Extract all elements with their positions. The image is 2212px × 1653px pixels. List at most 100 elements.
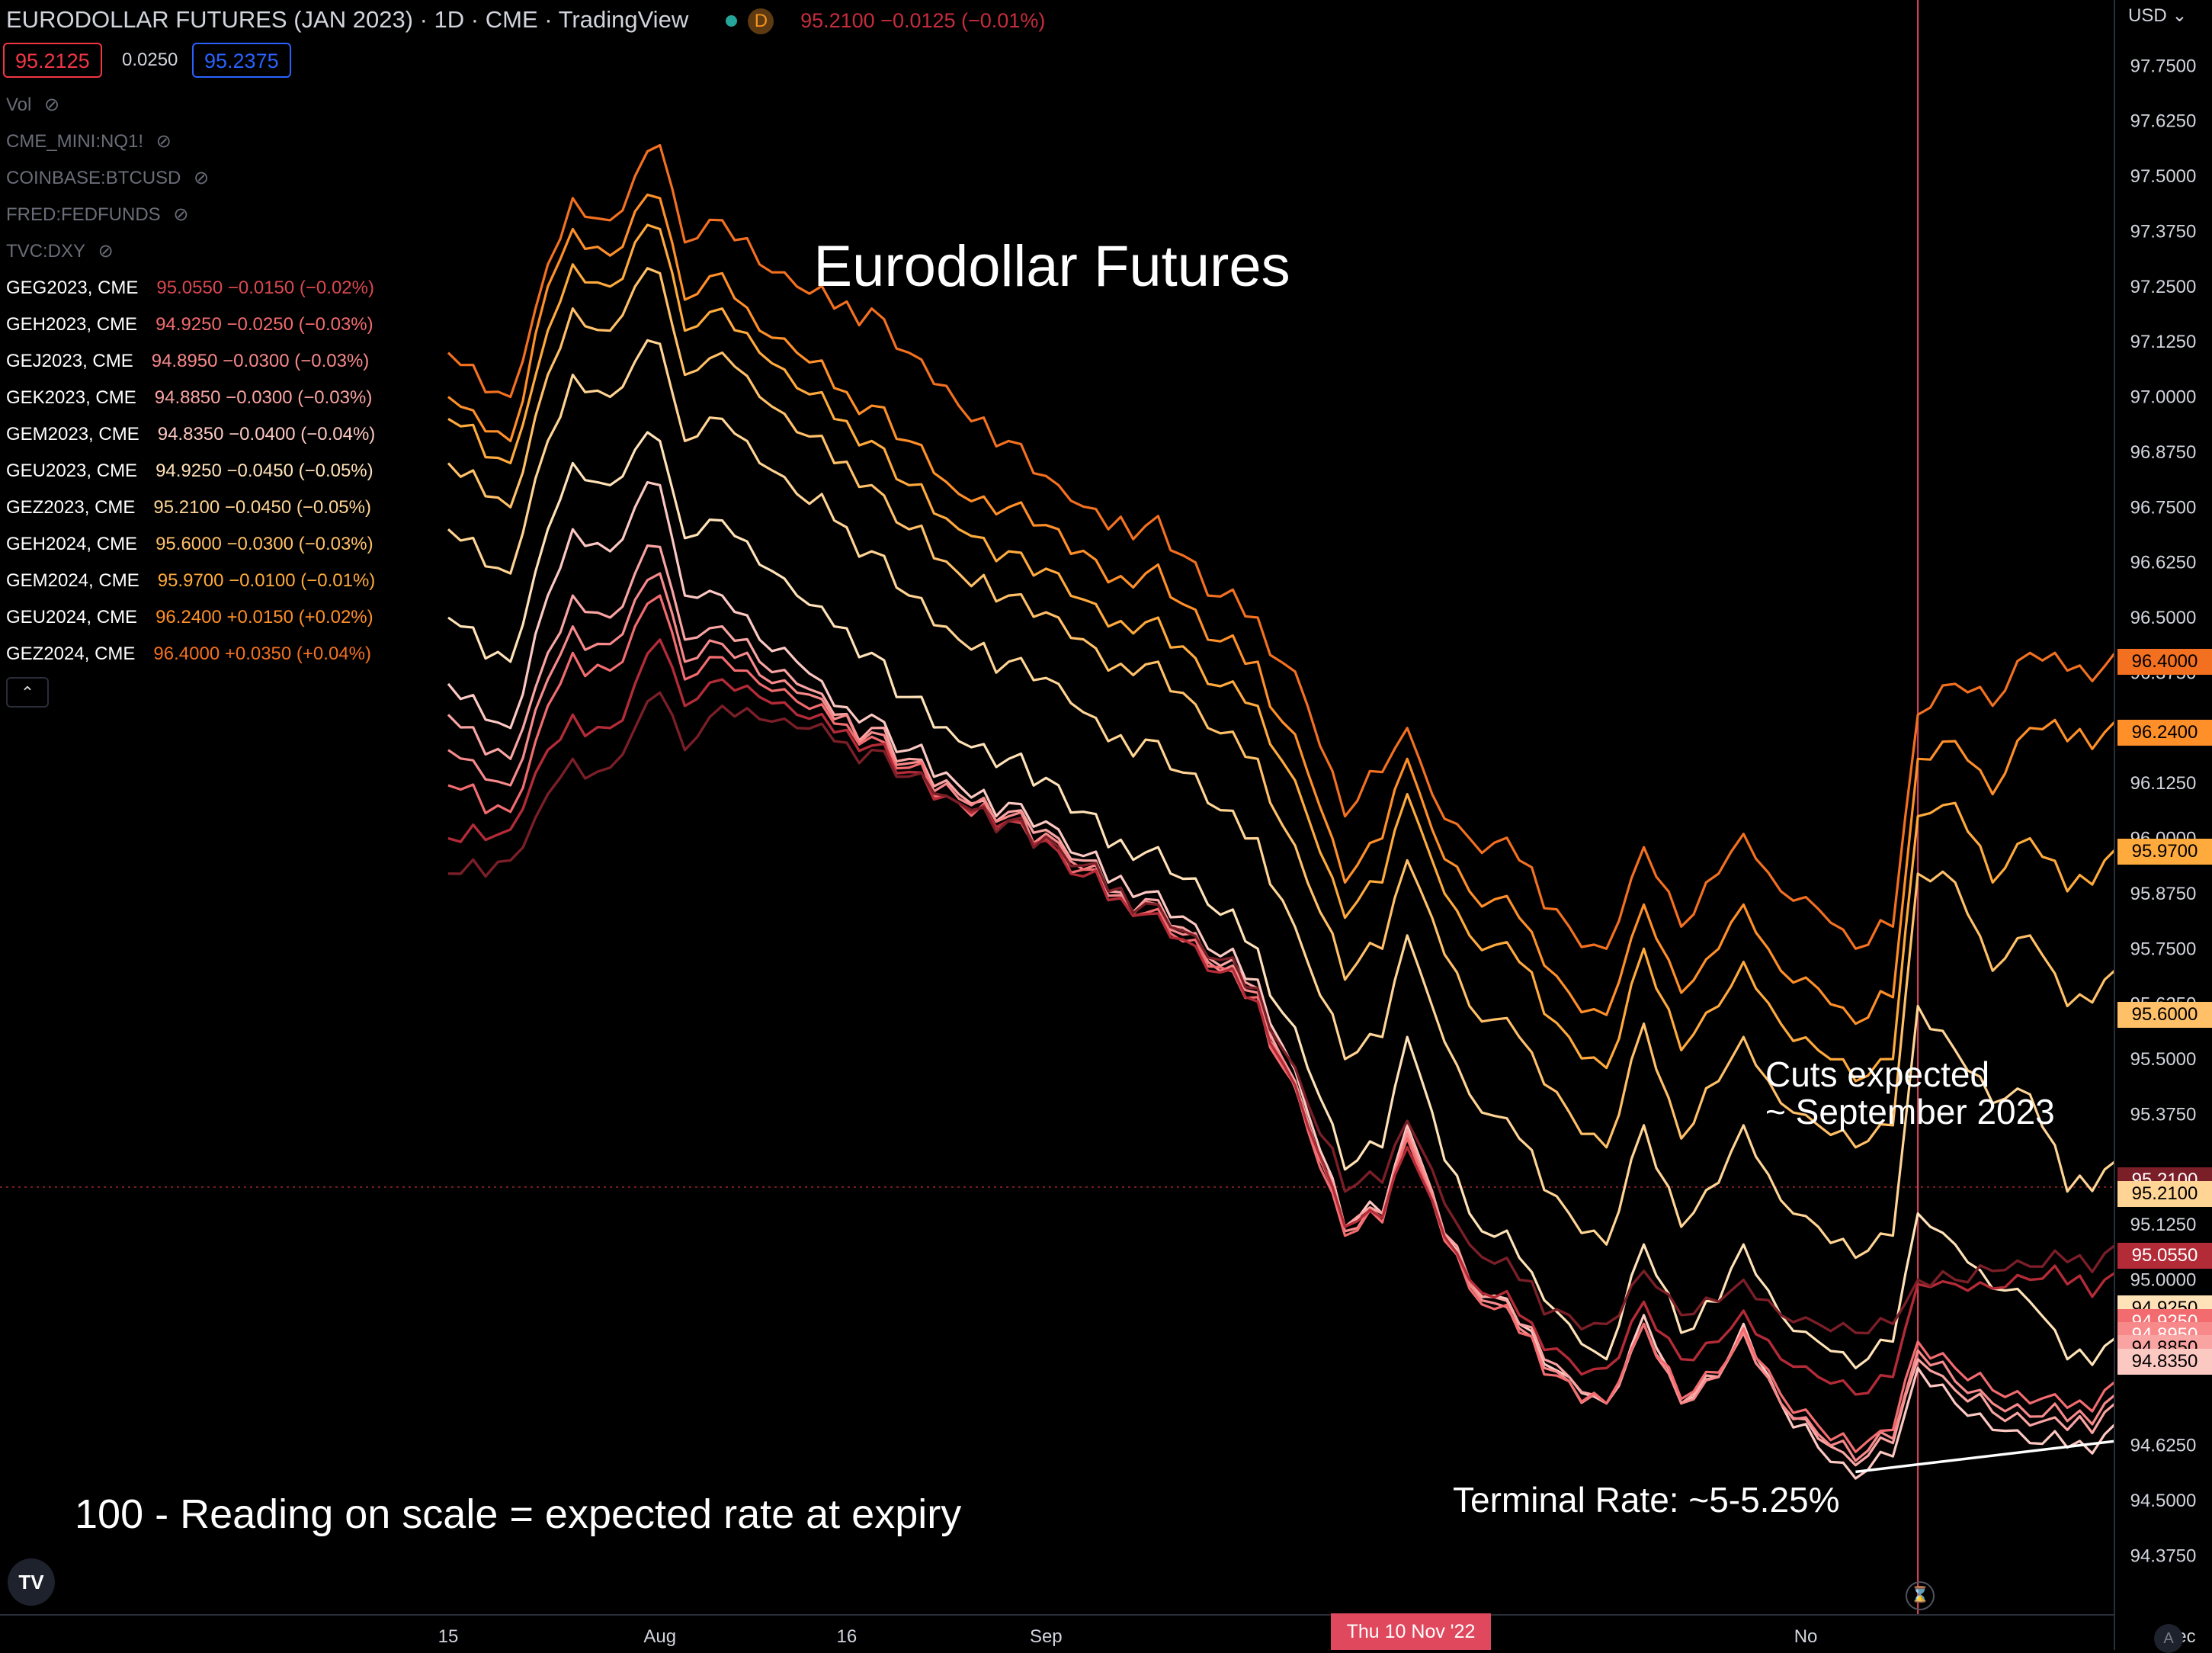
legend-row[interactable]: GEM2024, CME 95.9700 −0.0100 (−0.01%) bbox=[6, 566, 375, 596]
series-line-gej2023 bbox=[447, 572, 2212, 1462]
hidden-indicator[interactable]: TVC:DXY ⊘ bbox=[6, 236, 114, 267]
annotation-september[interactable]: ~ September 2023 bbox=[1765, 1092, 2055, 1131]
series-line-gez2024 bbox=[447, 143, 2212, 950]
crosshair-date-label: Thu 10 Nov '22 bbox=[1331, 1613, 1491, 1650]
buy-price-button[interactable]: 95.2375 bbox=[192, 43, 291, 78]
y-tick-label: 95.7500 bbox=[2130, 939, 2197, 959]
eye-off-icon[interactable]: ⊘ bbox=[93, 241, 114, 262]
legend-row[interactable]: GEU2024, CME 96.2400 +0.0150 (+0.02%) bbox=[6, 602, 373, 633]
legend-series-name: GEU2023, CME bbox=[6, 461, 138, 481]
annotation-cuts-expected[interactable]: Cuts expected bbox=[1765, 1054, 1989, 1094]
y-tick-label: 97.2500 bbox=[2130, 277, 2197, 297]
hidden-indicator[interactable]: CME_MINI:NQ1! ⊘ bbox=[6, 127, 172, 157]
y-tick-label: 97.6250 bbox=[2130, 111, 2197, 132]
indicator-name: Vol bbox=[6, 95, 32, 115]
series-line-gef2023 bbox=[447, 691, 2212, 1335]
legend-series-value: 94.8850 −0.0300 (−0.03%) bbox=[154, 387, 373, 408]
delayed-badge[interactable]: D bbox=[748, 8, 774, 34]
legend-series-value: 95.6000 −0.0300 (−0.03%) bbox=[155, 534, 373, 554]
y-tick-label: 95.5000 bbox=[2130, 1049, 2197, 1070]
y-tick-label: 97.3750 bbox=[2130, 221, 2197, 242]
series-line-gem2024 bbox=[447, 223, 2212, 1083]
indicator-name: FRED:FEDFUNDS bbox=[6, 204, 161, 225]
collapse-legend-button[interactable]: ⌃ bbox=[6, 677, 49, 708]
x-tick-label: No bbox=[1794, 1626, 1818, 1647]
legend-series-name: GEM2024, CME bbox=[6, 570, 139, 591]
y-tick-label: 97.0000 bbox=[2130, 387, 2197, 408]
hidden-indicator[interactable]: FRED:FEDFUNDS ⊘ bbox=[6, 200, 188, 230]
y-tick-label: 96.6250 bbox=[2130, 553, 2197, 573]
legend-row[interactable]: GEM2023, CME 94.8350 −0.0400 (−0.04%) bbox=[6, 419, 375, 450]
chevron-up-icon: ⌃ bbox=[20, 683, 35, 702]
currency-selector[interactable]: USD ⌄ bbox=[2128, 5, 2187, 27]
legend-series-name: GEG2023, CME bbox=[6, 278, 139, 298]
hidden-indicator[interactable]: COINBASE:BTCUSD ⊘ bbox=[6, 163, 209, 194]
price-tag: 95.2100 bbox=[2117, 1180, 2212, 1207]
y-tick-label: 97.7500 bbox=[2130, 56, 2197, 76]
price-tag: 95.6000 bbox=[2117, 1002, 2212, 1029]
legend-row[interactable]: GEK2023, CME 94.8850 −0.0300 (−0.03%) bbox=[6, 383, 372, 413]
sell-price-button[interactable]: 95.2125 bbox=[3, 43, 102, 78]
spread-value: 0.0250 bbox=[122, 50, 178, 70]
y-tick-label: 95.0000 bbox=[2130, 1270, 2197, 1291]
series-line-geu2023 bbox=[447, 431, 2212, 1369]
eye-off-icon[interactable]: ⊘ bbox=[168, 204, 189, 225]
y-tick-label: 96.5000 bbox=[2130, 608, 2197, 628]
legend-row[interactable]: GEG2023, CME 95.0550 −0.0150 (−0.02%) bbox=[6, 273, 374, 303]
tradingview-logo[interactable]: TV bbox=[8, 1558, 55, 1606]
legend-series-name: GEM2023, CME bbox=[6, 424, 139, 445]
annotation-terminal-rate[interactable]: Terminal Rate: ~5-5.25% bbox=[1453, 1480, 1840, 1520]
chevron-down-icon: ⌄ bbox=[2172, 5, 2188, 26]
series-line-geu2024 bbox=[447, 193, 2212, 1026]
y-tick-label: 96.1250 bbox=[2130, 773, 2197, 794]
indicator-name: CME_MINI:NQ1! bbox=[6, 131, 144, 152]
legend-row[interactable]: GEH2023, CME 94.9250 −0.0250 (−0.03%) bbox=[6, 310, 373, 340]
chart-header: EURODOLLAR FUTURES (JAN 2023) · 1D · CME… bbox=[6, 6, 1045, 34]
indicator-name: TVC:DXY bbox=[6, 241, 86, 262]
hourglass-icon[interactable]: ⌛ bbox=[1906, 1581, 1935, 1610]
annotation-scale-note[interactable]: 100 - Reading on scale = expected rate a… bbox=[75, 1491, 961, 1537]
header-quote: 95.2100 −0.0125 (−0.01%) bbox=[800, 9, 1046, 32]
symbol-title[interactable]: EURODOLLAR FUTURES (JAN 2023) · 1D · CME… bbox=[6, 6, 689, 33]
legend-series-value: 95.0550 −0.0150 (−0.02%) bbox=[156, 278, 374, 298]
y-tick-label: 96.8750 bbox=[2130, 442, 2197, 463]
legend-row[interactable]: GEZ2023, CME 95.2100 −0.0450 (−0.05%) bbox=[6, 493, 371, 523]
legend-series-value: 95.9700 −0.0100 (−0.01%) bbox=[157, 570, 376, 591]
legend-series-value: 94.8350 −0.0400 (−0.04%) bbox=[157, 424, 376, 445]
hidden-indicator[interactable]: Vol ⊘ bbox=[6, 90, 59, 120]
eye-off-icon[interactable]: ⊘ bbox=[151, 131, 172, 152]
legend-series-value: 94.9250 −0.0450 (−0.05%) bbox=[155, 461, 373, 481]
x-tick-label: 16 bbox=[837, 1626, 858, 1647]
y-tick-label: 96.7500 bbox=[2130, 497, 2197, 518]
legend-series-value: 94.9250 −0.0250 (−0.03%) bbox=[155, 314, 373, 335]
price-tag: 96.2400 bbox=[2117, 719, 2212, 746]
legend-row[interactable]: GEU2023, CME 94.9250 −0.0450 (−0.05%) bbox=[6, 456, 373, 486]
price-tag: 95.0550 bbox=[2117, 1242, 2212, 1269]
series-line-gez2023 bbox=[447, 339, 2212, 1260]
legend-series-value: 95.2100 −0.0450 (−0.05%) bbox=[153, 497, 371, 518]
terminal-rate-trendline[interactable] bbox=[1855, 1379, 2212, 1474]
series-line-gek2023 bbox=[447, 544, 2212, 1467]
x-tick-label: 15 bbox=[438, 1626, 459, 1647]
eye-off-icon[interactable]: ⊘ bbox=[39, 95, 60, 115]
y-tick-label: 97.5000 bbox=[2130, 166, 2197, 187]
eye-off-icon[interactable]: ⊘ bbox=[188, 168, 210, 188]
legend-row[interactable]: GEH2024, CME 95.6000 −0.0300 (−0.03%) bbox=[6, 529, 373, 560]
legend-row[interactable]: GEJ2023, CME 94.8950 −0.0300 (−0.03%) bbox=[6, 346, 369, 377]
series-line-geg2023 bbox=[447, 638, 2212, 1396]
legend-series-name: GEH2024, CME bbox=[6, 534, 138, 554]
legend-series-value: 94.8950 −0.0300 (−0.03%) bbox=[151, 351, 370, 371]
legend-row[interactable]: GEZ2024, CME 96.4000 +0.0350 (+0.04%) bbox=[6, 639, 371, 669]
series-line-geh2024 bbox=[447, 267, 2212, 1149]
market-status-icon bbox=[725, 15, 737, 27]
legend-series-name: GEZ2024, CME bbox=[6, 644, 136, 664]
price-tag: 95.9700 bbox=[2117, 838, 2212, 865]
x-tick-label: Sep bbox=[1030, 1626, 1063, 1647]
auto-scale-button[interactable]: A bbox=[2154, 1624, 2183, 1653]
y-tick-label: 94.6250 bbox=[2130, 1436, 2197, 1456]
y-tick-label: 95.3750 bbox=[2130, 1104, 2197, 1125]
legend-series-name: GEU2024, CME bbox=[6, 607, 138, 627]
y-tick-label: 95.1250 bbox=[2130, 1215, 2197, 1235]
price-axis[interactable] bbox=[2114, 0, 2212, 1650]
